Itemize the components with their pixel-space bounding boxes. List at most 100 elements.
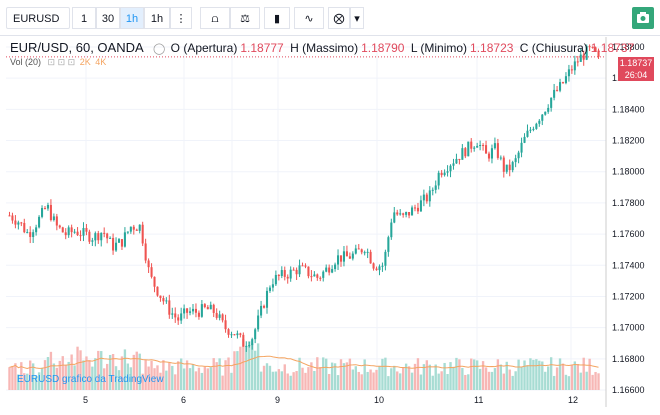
volume-bar bbox=[555, 367, 559, 390]
candle-body bbox=[535, 123, 538, 129]
interval-1-button[interactable]: 1 bbox=[72, 7, 96, 29]
candle-body bbox=[55, 216, 58, 226]
volume-bar bbox=[103, 368, 106, 390]
candle-body bbox=[576, 61, 579, 63]
dropdown-icon[interactable]: ▾ bbox=[350, 7, 364, 29]
x-tick-label: 9 bbox=[275, 395, 280, 405]
volume-bar bbox=[505, 361, 508, 390]
y-tick-label: 1.18200 bbox=[612, 136, 645, 146]
volume-bar bbox=[461, 367, 464, 390]
volume-bar bbox=[129, 367, 133, 390]
candle-body bbox=[301, 265, 304, 267]
volume-bar bbox=[357, 371, 360, 390]
volume-bar bbox=[177, 361, 180, 390]
volume-bar bbox=[399, 373, 402, 390]
volume-bar bbox=[253, 350, 257, 390]
candle-body bbox=[369, 251, 372, 264]
candle-body bbox=[446, 171, 449, 173]
candles-icon[interactable]: ▮ bbox=[264, 7, 290, 29]
candle-body bbox=[298, 265, 301, 275]
candle-body bbox=[177, 317, 180, 321]
candle-body bbox=[189, 311, 192, 313]
candle-body bbox=[180, 313, 183, 321]
volume-bar bbox=[425, 360, 429, 390]
candle-body bbox=[135, 229, 138, 231]
volume-bar bbox=[535, 359, 538, 390]
candle-body bbox=[413, 207, 417, 209]
candle-body bbox=[64, 232, 67, 236]
candle-body bbox=[561, 82, 565, 84]
candle-body bbox=[70, 227, 73, 233]
candle-body bbox=[490, 148, 493, 159]
candle-body bbox=[103, 232, 106, 234]
candle-body bbox=[470, 141, 473, 149]
volume-bar bbox=[301, 367, 304, 390]
volume-bar bbox=[342, 363, 346, 390]
volume-bar bbox=[327, 373, 331, 390]
volume-bar bbox=[46, 357, 50, 390]
volume-bar bbox=[100, 351, 103, 390]
volume-bar bbox=[529, 358, 532, 390]
volume-bar bbox=[339, 359, 343, 390]
volume-bar bbox=[117, 370, 121, 390]
candle-body bbox=[307, 266, 310, 277]
draw-icon[interactable]: ⨂ bbox=[328, 7, 350, 29]
volume-bar bbox=[185, 360, 189, 390]
volume-bar bbox=[307, 367, 310, 390]
volume-bar bbox=[384, 357, 387, 390]
candle-body bbox=[390, 222, 393, 238]
volume-bar bbox=[366, 371, 369, 390]
bar-style-icon[interactable]: ⩍ bbox=[200, 7, 230, 29]
candle-body bbox=[236, 333, 239, 336]
candle-body bbox=[280, 270, 283, 277]
volume-bar bbox=[251, 343, 254, 390]
volume-bar bbox=[268, 365, 272, 390]
volume-bar bbox=[544, 371, 547, 390]
compare-icon[interactable]: ⚖ bbox=[230, 7, 260, 29]
chart-toolbar: EURUSD 1 30 1h 1h ⋮ ⩍ ⚖ ▮ ∿ ⨂ ▾ bbox=[0, 0, 660, 36]
candle-body bbox=[224, 320, 227, 330]
candle-body bbox=[416, 207, 419, 212]
volume-bar bbox=[428, 364, 431, 390]
interval-1h-button-active[interactable]: 1h bbox=[120, 7, 144, 29]
candle-body bbox=[41, 208, 44, 217]
candle-body bbox=[138, 224, 141, 231]
camera-icon[interactable] bbox=[632, 7, 654, 29]
volume-bar bbox=[564, 374, 568, 390]
interval-1h-button[interactable]: 1h bbox=[144, 7, 170, 29]
candle-body bbox=[212, 304, 215, 313]
volume-bar bbox=[407, 366, 411, 390]
volume-bar bbox=[162, 360, 165, 390]
candle-body bbox=[49, 204, 52, 221]
y-tick-label: 1.18400 bbox=[612, 104, 645, 114]
volume-bar bbox=[79, 350, 82, 390]
volume-bar bbox=[570, 365, 574, 390]
volume-bar bbox=[280, 371, 283, 390]
more-vertical-icon[interactable]: ⋮ bbox=[170, 7, 192, 29]
candle-body bbox=[419, 200, 422, 212]
indicators-icon[interactable]: ∿ bbox=[294, 7, 324, 29]
volume-bar bbox=[256, 343, 260, 390]
volume-bar bbox=[108, 354, 112, 390]
interval-30-button[interactable]: 30 bbox=[96, 7, 120, 29]
volume-bar bbox=[34, 376, 38, 390]
volume-bar bbox=[49, 351, 53, 390]
candle-body bbox=[85, 227, 88, 232]
volume-bar bbox=[156, 365, 159, 390]
candle-body bbox=[295, 269, 298, 275]
volume-bar bbox=[576, 364, 579, 390]
volume-bar bbox=[26, 373, 29, 390]
volume-bar bbox=[313, 370, 316, 390]
volume-bar bbox=[387, 376, 390, 390]
candle-body bbox=[26, 232, 29, 234]
y-tick-label: 1.16800 bbox=[612, 354, 645, 364]
candle-body bbox=[443, 172, 446, 176]
candle-body bbox=[239, 333, 242, 335]
candle-body bbox=[476, 145, 479, 148]
candle-body bbox=[123, 232, 126, 247]
candle-body bbox=[511, 162, 514, 171]
volume-bar bbox=[295, 371, 298, 390]
x-tick-label: 6 bbox=[181, 395, 186, 405]
symbol-search-field[interactable]: EURUSD bbox=[6, 7, 70, 29]
price-chart[interactable]: 1.188001.186001.184001.182001.180001.178… bbox=[6, 37, 654, 407]
